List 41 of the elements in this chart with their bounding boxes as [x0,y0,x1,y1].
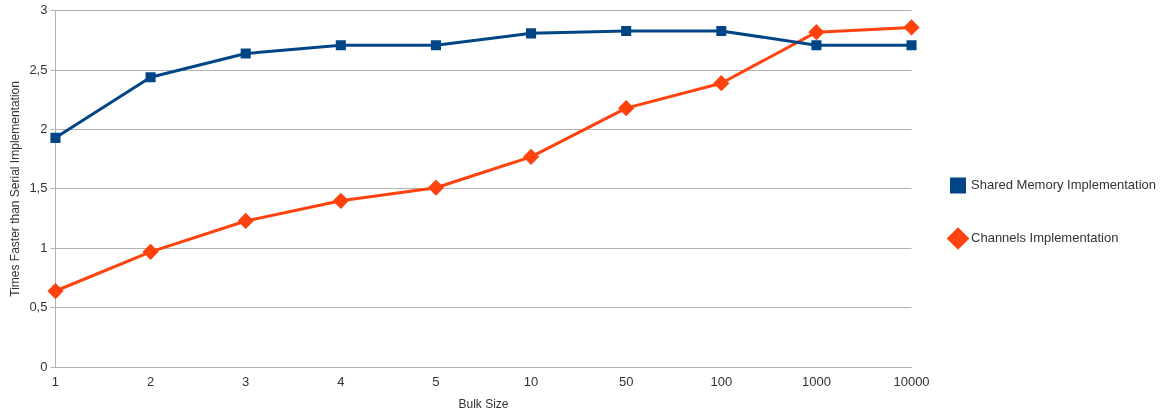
y-axis-title: Times Faster than Serial Implementation [7,81,22,297]
y-tick-label: 2,5 [29,61,48,77]
x-tick-label: 10 [523,374,539,390]
point [526,28,537,39]
x-tick-label: 50 [618,374,634,390]
x-tick-label: 3 [242,374,250,390]
point [238,213,254,229]
point [523,149,539,165]
x-tick-label: 1 [51,374,60,390]
y-tick-label: 0 [40,358,48,374]
point [428,180,444,196]
point [47,283,63,299]
point [50,132,61,143]
point [333,193,349,209]
point [618,100,634,116]
y-tick-label: 1,5 [29,180,48,196]
point [716,25,727,37]
point [808,24,824,40]
x-tick-label: 10000 [893,374,930,390]
point [335,40,346,51]
point [713,75,729,91]
point [143,244,159,260]
point [621,25,632,37]
y-tick-label: 3 [40,2,48,18]
legend-label: Shared Memory Implementation [971,177,1157,193]
x-tick-label: 100 [710,374,733,390]
y-tick-label: 1 [40,239,48,255]
y-tick-label: 0,5 [29,299,48,315]
y-tick-label: 2 [40,121,48,137]
x-tick-label: 1000 [801,374,831,390]
point [240,48,251,59]
point [904,19,920,35]
legend-label: Channels Implementation [971,230,1119,246]
x-tick-label: 5 [432,374,440,390]
x-tick-label: 4 [337,374,345,390]
point [145,72,156,83]
point [906,40,917,51]
x-tick-label: 2 [146,374,155,390]
point [430,40,441,51]
point [811,40,822,51]
x-axis-title: Bulk Size [458,397,509,412]
